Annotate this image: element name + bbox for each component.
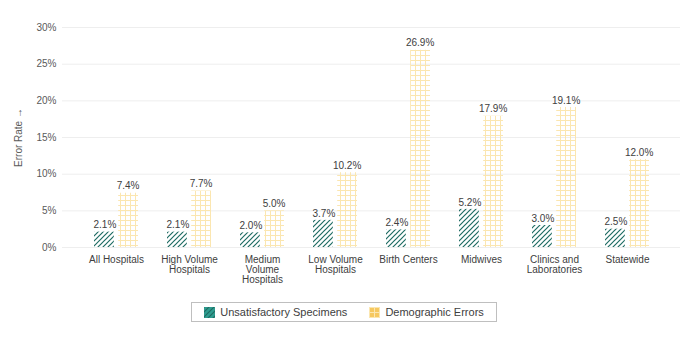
svg-text:2.1%: 2.1%: [94, 219, 117, 230]
svg-text:20%: 20%: [36, 95, 56, 106]
svg-text:Clinics andLaboratories: Clinics andLaboratories: [527, 254, 583, 275]
svg-text:Birth Centers: Birth Centers: [379, 254, 437, 265]
svg-text:All Hospitals: All Hospitals: [89, 254, 144, 265]
svg-text:Midwives: Midwives: [461, 254, 502, 265]
svg-text:10%: 10%: [36, 168, 56, 179]
svg-text:Error Rate →: Error Rate →: [13, 108, 24, 167]
svg-text:17.9%: 17.9%: [479, 103, 507, 114]
svg-text:7.4%: 7.4%: [117, 180, 140, 191]
svg-text:2.5%: 2.5%: [605, 216, 628, 227]
svg-text:0%: 0%: [42, 242, 57, 253]
svg-text:15%: 15%: [36, 132, 56, 143]
svg-text:25%: 25%: [36, 58, 56, 69]
svg-text:3.0%: 3.0%: [532, 213, 555, 224]
svg-text:2.1%: 2.1%: [167, 219, 190, 230]
svg-text:MediumVolumeHospitals: MediumVolumeHospitals: [242, 254, 283, 285]
html-text:Demographic Errors: Demographic Errors: [385, 306, 484, 318]
svg-text:5.0%: 5.0%: [263, 198, 286, 209]
svg-text:30%: 30%: [36, 22, 56, 33]
svg-text:7.7%: 7.7%: [190, 178, 213, 189]
svg-text:26.9%: 26.9%: [406, 37, 434, 48]
svg-text:3.7%: 3.7%: [313, 208, 336, 219]
svg-text:10.2%: 10.2%: [333, 160, 361, 171]
svg-text:Low VolumeHospitals: Low VolumeHospitals: [308, 254, 363, 275]
html-text:Unsatisfactory Specimens: Unsatisfactory Specimens: [220, 306, 348, 318]
svg-text:2.0%: 2.0%: [240, 220, 263, 231]
svg-text:12.0%: 12.0%: [625, 147, 653, 158]
svg-text:19.1%: 19.1%: [552, 95, 580, 106]
svg-text:High VolumeHospitals: High VolumeHospitals: [161, 254, 218, 275]
svg-text:Statewide: Statewide: [606, 254, 650, 265]
svg-text:2.4%: 2.4%: [386, 217, 409, 228]
svg-text:5.2%: 5.2%: [459, 197, 482, 208]
svg-text:5%: 5%: [42, 205, 57, 216]
